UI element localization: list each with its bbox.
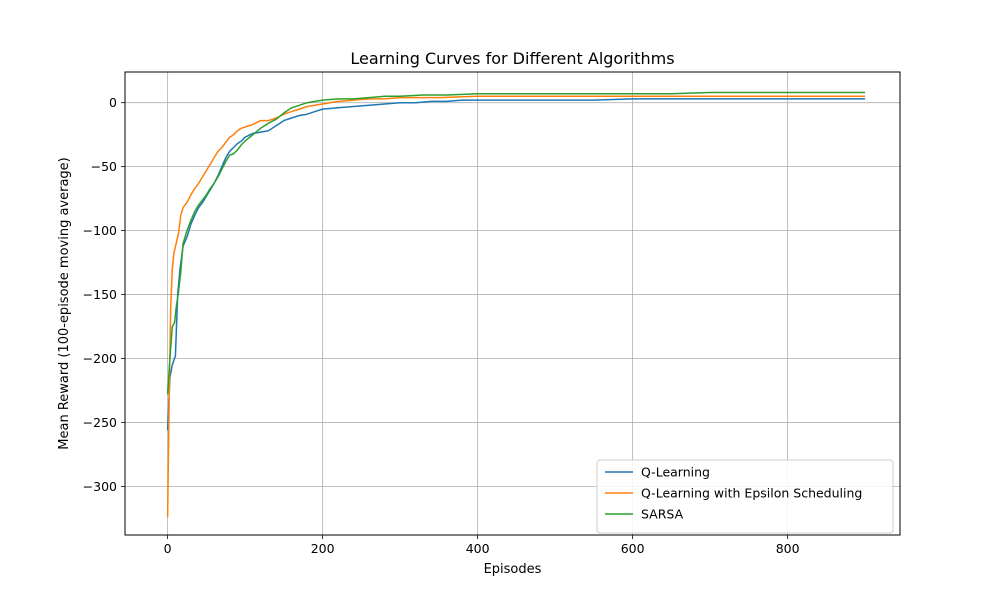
legend-label: Q-Learning with Epsilon Scheduling [641, 486, 862, 501]
legend: Q-Learning Q-Learning with Epsilon Schedu… [596, 459, 894, 534]
y-axis-title: Mean Reward (100-episode moving average) [57, 157, 72, 449]
x-axis-title: Episodes [484, 562, 542, 577]
series-line-0 [166, 98, 866, 431]
y-tick-label: −150 [83, 287, 117, 302]
y-tick-label: −50 [91, 159, 117, 174]
x-tick-label: 600 [621, 541, 645, 556]
legend-label: Q-Learning [641, 465, 710, 480]
plot-frame [124, 71, 901, 536]
y-tick-label: 0 [109, 95, 117, 110]
y-tick-label: −100 [83, 223, 117, 238]
legend-label: SARSA [641, 507, 684, 522]
grid [125, 72, 900, 535]
chart-title: Learning Curves for Different Algorithms [350, 49, 674, 68]
y-tick-label: −250 [83, 415, 117, 430]
series-line-1 [166, 95, 866, 518]
y-tick-label: −200 [83, 351, 117, 366]
series-layer [166, 91, 866, 518]
x-tick-label: 200 [311, 541, 335, 556]
x-tick-label: 800 [776, 541, 800, 556]
x-tick-label: 400 [466, 541, 490, 556]
y-tick-label: −300 [83, 479, 117, 494]
x-tick-label: 0 [164, 541, 172, 556]
series-line-2 [166, 91, 866, 395]
ticks: 0 200 400 600 800 0 −50 −100 −150 −200 −250 −300 [83, 95, 800, 556]
legend-box [596, 459, 894, 534]
